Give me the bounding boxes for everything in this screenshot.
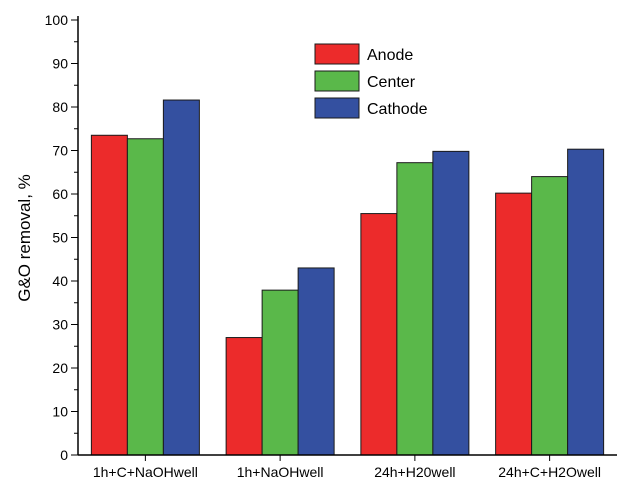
bar-anode-4 [495,192,533,456]
bar-center-1 [126,138,164,456]
y-tick-label: 70 [52,143,68,159]
legend-swatch-anode [314,43,360,65]
legend-label-cathode: Cathode [367,101,428,118]
y-tick-label: 90 [52,56,68,72]
bar-cathode-4 [567,148,605,456]
y-tick-label: 60 [52,186,68,202]
y-tick-label: 0 [60,447,68,463]
x-tick-label: 1h+NaOHwell [237,464,324,480]
legend: Anode Center Cathode [314,43,428,119]
legend-swatch-center [314,70,360,92]
bar-center-4 [531,176,569,456]
y-tick-label: 40 [52,273,68,289]
ticks-group: 0 10 20 30 40 50 60 70 80 90 100 1h+C+NaOHwell 1h+Na… [45,12,601,480]
bar-anode-3 [360,213,398,456]
y-tick-label: 20 [52,360,68,376]
bars-group [90,99,605,456]
x-tick-label: 24h+C+H2Owell [498,464,601,480]
x-tick-label: 24h+H20well [374,464,455,480]
axes-group [77,16,617,456]
bar-cathode-2 [297,267,335,456]
y-tick-label: 30 [52,317,68,333]
y-axis-label: G&O removal, % [15,174,34,302]
y-tick-label: 10 [52,404,68,420]
bar-center-3 [396,162,434,456]
bar-anode-1 [90,134,128,456]
legend-label-center: Center [367,74,416,91]
bar-cathode-3 [432,150,470,456]
legend-swatch-cathode [314,97,360,119]
bar-anode-2 [225,337,263,456]
legend-label-anode: Anode [367,47,413,64]
y-tick-label: 100 [45,12,69,28]
x-tick-label: 1h+C+NaOHwell [93,464,198,480]
bar-cathode-1 [162,99,200,456]
y-tick-label: 50 [52,230,68,246]
y-tick-label: 80 [52,99,68,115]
bar-center-2 [261,289,299,456]
